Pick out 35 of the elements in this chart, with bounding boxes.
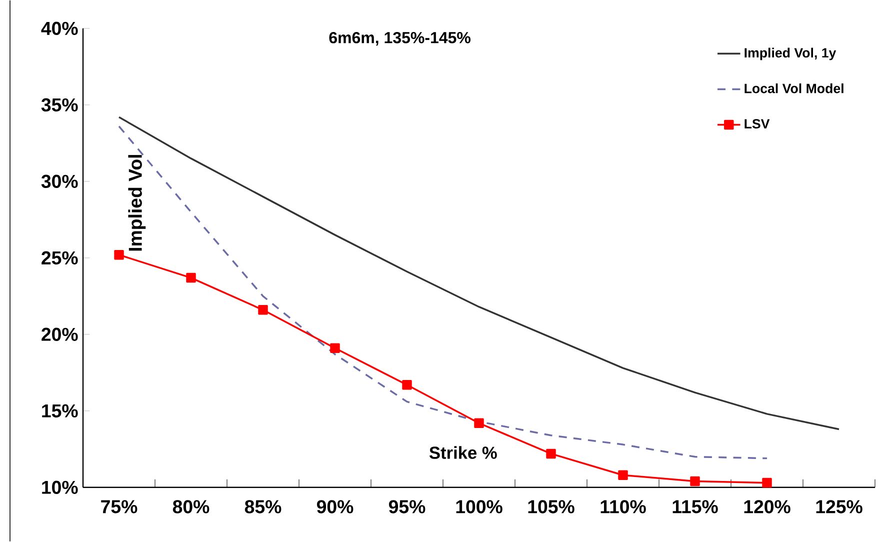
x-tick-label: 90% bbox=[316, 500, 354, 514]
x-axis-title: Strike % bbox=[429, 446, 497, 460]
x-tick-label: 110% bbox=[600, 500, 646, 514]
point bbox=[618, 470, 628, 480]
point bbox=[474, 418, 484, 428]
x-tick-label: 125% bbox=[816, 500, 862, 514]
legend-label: LSV bbox=[744, 119, 770, 129]
point bbox=[114, 250, 124, 260]
x-tick-label: 85% bbox=[244, 500, 282, 514]
point bbox=[402, 380, 412, 390]
point bbox=[762, 478, 772, 488]
point bbox=[330, 343, 340, 354]
y-axis-title: Implied Vol bbox=[128, 155, 146, 251]
point bbox=[258, 305, 268, 315]
y-tick-label: 15% bbox=[42, 404, 78, 418]
line-series bbox=[118, 116, 840, 430]
chart-title: 6m6m, 135%-145% bbox=[329, 32, 470, 46]
legend-label: Local Vol Model bbox=[744, 84, 844, 94]
x-tick-label: 105% bbox=[528, 500, 574, 514]
y-tick-label: 40% bbox=[41, 22, 78, 36]
y-tick-label: 30% bbox=[41, 174, 78, 188]
legend-label: Implied Vol, 1y bbox=[744, 48, 836, 60]
x-tick-label: 95% bbox=[388, 500, 426, 514]
x-tick-label: 100% bbox=[456, 500, 502, 514]
y-tick-label: 35% bbox=[41, 98, 78, 112]
x-tick-label: 120% bbox=[744, 500, 790, 514]
x-tick-label: 80% bbox=[172, 500, 210, 514]
y-tick-label: 25% bbox=[42, 251, 78, 265]
point bbox=[186, 273, 196, 283]
point bbox=[690, 476, 700, 486]
x-tick-label: 115% bbox=[672, 500, 718, 514]
y-tick-label: 20% bbox=[42, 328, 78, 342]
x-tick-label: 75% bbox=[101, 500, 138, 514]
point bbox=[546, 448, 556, 459]
y-tick-label: 10% bbox=[42, 480, 78, 494]
